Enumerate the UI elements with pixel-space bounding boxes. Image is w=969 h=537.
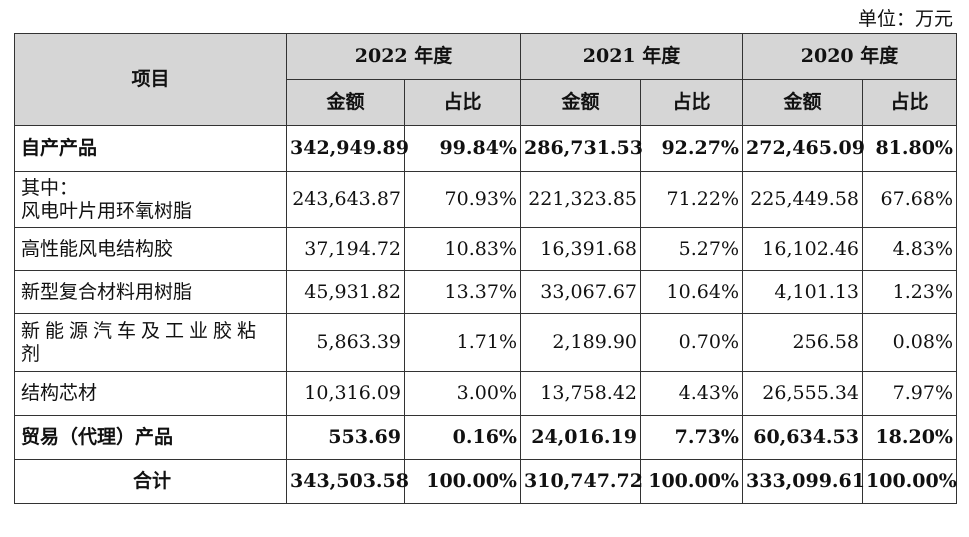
row-label: 贸易（代理）产品 — [14, 415, 287, 460]
unit-label: 单位：万元 — [857, 8, 953, 30]
cell-value: 67.68% — [862, 171, 957, 228]
row-label: 新型复合材料用树脂 — [14, 270, 287, 314]
cell-value: 343,503.58 — [286, 459, 409, 504]
row-label-line: 其中： — [21, 176, 79, 199]
cell-value: 221,323.85 — [520, 171, 641, 228]
header-year-2020: 2020 年度 — [742, 33, 957, 80]
cell-value: 243,643.87 — [286, 171, 405, 228]
cell-value: 37,194.72 — [286, 227, 405, 271]
row-label: 新能源汽车及工业胶粘剂 — [14, 313, 287, 372]
row-label: 结构芯材 — [14, 371, 287, 416]
cell-value: 99.84% — [404, 125, 521, 172]
row-label: 合计 — [14, 459, 287, 504]
cell-value: 26,555.34 — [742, 371, 863, 416]
cell-value: 0.08% — [862, 313, 957, 372]
header-year-2021: 2021 年度 — [520, 33, 743, 80]
header-amount: 金额 — [520, 79, 641, 126]
row-label: 自产产品 — [14, 125, 287, 172]
cell-value: 0.70% — [640, 313, 743, 372]
cell-value: 286,731.53 — [520, 125, 643, 172]
cell-value: 0.16% — [404, 415, 521, 460]
cell-value: 18.20% — [862, 415, 957, 460]
row-label: 高性能风电结构胶 — [14, 227, 287, 271]
header-ratio: 占比 — [640, 79, 743, 126]
cell-value: 553.69 — [286, 415, 405, 460]
cell-value: 70.93% — [404, 171, 521, 228]
header-row-sub: 金额 占比 金额 占比 金额 占比 — [15, 79, 957, 126]
table-row: 贸易（代理）产品 553.69 0.16% 24,016.19 7.73% 60… — [14, 415, 957, 460]
cell-value: 10.83% — [404, 227, 521, 271]
header-item: 项目 — [14, 33, 287, 126]
cell-value: 13,758.42 — [520, 371, 641, 416]
cell-value: 60,634.53 — [742, 415, 863, 460]
header-amount: 金额 — [286, 79, 405, 126]
table-row: 新型复合材料用树脂 45,931.82 13.37% 33,067.67 10.… — [14, 270, 957, 314]
header-row-years: 项目 2022 年度 2021 年度 2020 年度 — [14, 33, 957, 126]
table-row: 自产产品 342,949.89 99.84% 286,731.53 92.27%… — [14, 125, 957, 172]
cell-value: 81.80% — [862, 125, 957, 172]
cell-value: 13.37% — [404, 270, 521, 314]
header-year-2022: 2022 年度 — [286, 33, 521, 80]
cell-value: 2,189.90 — [520, 313, 641, 372]
cell-value: 4.83% — [862, 227, 957, 271]
cell-value: 225,449.58 — [742, 171, 863, 228]
cell-value: 10.64% — [640, 270, 743, 314]
revenue-table: 项目 2022 年度 2021 年度 2020 年度 金额 占比 金额 占比 金… — [14, 33, 957, 504]
cell-value: 10,316.09 — [286, 371, 405, 416]
cell-value: 342,949.89 — [286, 125, 409, 172]
cell-value: 310,747.72 — [520, 459, 643, 504]
table-row: 高性能风电结构胶 37,194.72 10.83% 16,391.68 5.27… — [14, 227, 957, 271]
header-ratio: 占比 — [404, 79, 521, 126]
cell-value: 16,391.68 — [520, 227, 641, 271]
cell-value: 4,101.13 — [742, 270, 863, 314]
table-row: 结构芯材 10,316.09 3.00% 13,758.42 4.43% 26,… — [14, 371, 957, 416]
cell-value: 256.58 — [742, 313, 863, 372]
cell-value: 1.71% — [404, 313, 521, 372]
cell-value: 5,863.39 — [286, 313, 405, 372]
cell-value: 100.00% — [404, 459, 521, 504]
cell-value: 33,067.67 — [520, 270, 641, 314]
cell-value: 333,099.61 — [742, 459, 865, 504]
cell-value: 92.27% — [640, 125, 743, 172]
cell-value: 71.22% — [640, 171, 743, 228]
header-ratio: 占比 — [862, 79, 957, 126]
cell-value: 100.00% — [640, 459, 743, 504]
cell-value: 3.00% — [404, 371, 521, 416]
cell-value: 100.00% — [862, 459, 957, 504]
table-row-total: 合计 343,503.58 100.00% 310,747.72 100.00%… — [14, 459, 957, 504]
cell-value: 16,102.46 — [742, 227, 863, 271]
row-label: 其中： 风电叶片用环氧树脂 — [14, 171, 287, 228]
header-amount: 金额 — [742, 79, 863, 126]
cell-value: 5.27% — [640, 227, 743, 271]
cell-value: 24,016.19 — [520, 415, 641, 460]
cell-value: 4.43% — [640, 371, 743, 416]
table-row: 新能源汽车及工业胶粘剂 5,863.39 1.71% 2,189.90 0.70… — [14, 313, 957, 372]
cell-value: 7.73% — [640, 415, 743, 460]
cell-value: 272,465.09 — [742, 125, 865, 172]
row-label-line: 风电叶片用环氧树脂 — [21, 199, 193, 222]
table-row: 其中： 风电叶片用环氧树脂 243,643.87 70.93% 221,323.… — [14, 171, 957, 228]
cell-value: 7.97% — [862, 371, 957, 416]
cell-value: 1.23% — [862, 270, 957, 314]
cell-value: 45,931.82 — [286, 270, 405, 314]
